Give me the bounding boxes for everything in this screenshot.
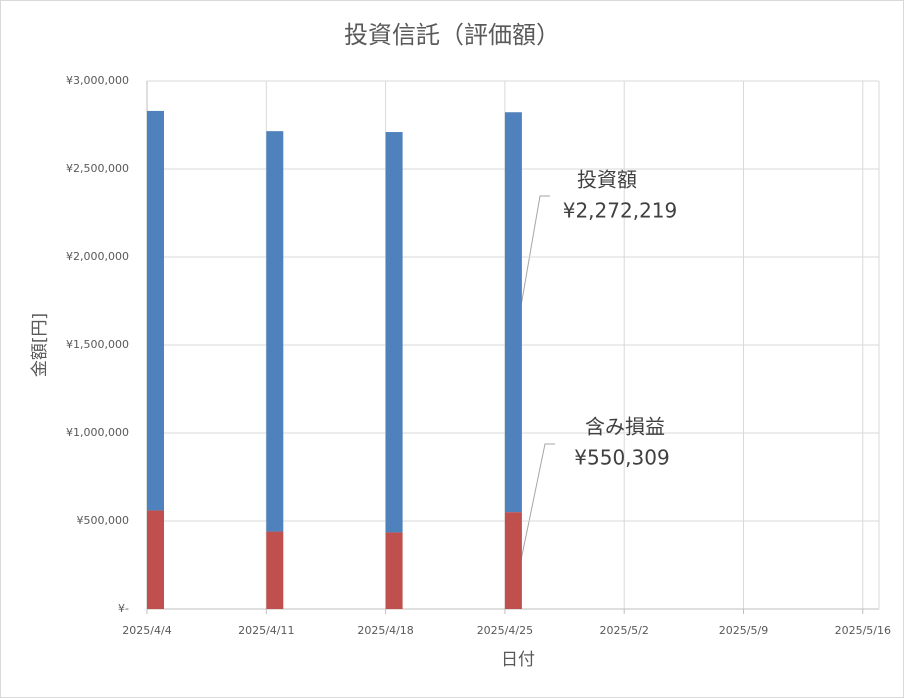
y-tick-label: ¥1,500,000 (66, 338, 129, 351)
x-tick-label: 2025/5/2 (599, 624, 648, 637)
data-label: ¥2,272,219 (563, 199, 678, 223)
y-axis-label: 金額[円] (30, 313, 50, 377)
y-tick-label: ¥1,000,000 (66, 426, 129, 439)
y-tick-label: ¥3,000,000 (66, 74, 129, 87)
bar (385, 132, 403, 533)
data-label-name: 投資額 (577, 168, 637, 192)
leader-line (519, 195, 550, 313)
bar (266, 531, 284, 609)
bar (266, 131, 284, 532)
x-tick-label: 2025/4/18 (357, 624, 413, 637)
bar (147, 110, 164, 511)
x-axis-label: 日付 (501, 650, 535, 670)
y-tick-label: ¥2,000,000 (66, 250, 129, 263)
x-tick-label: 2025/4/4 (122, 624, 171, 637)
y-tick-label: ¥500,000 (77, 514, 130, 527)
chart-title: 投資信託（評価額） (344, 21, 560, 49)
bar (504, 512, 522, 609)
y-tick-label: ¥2,500,000 (66, 162, 129, 175)
data-label-name: 含み損益 (585, 415, 665, 439)
bar (504, 112, 522, 513)
x-tick-label: 2025/4/11 (238, 624, 294, 637)
x-tick-label: 2025/5/9 (719, 624, 768, 637)
bar (147, 510, 164, 609)
bar (385, 532, 403, 609)
x-tick-label: 2025/5/16 (835, 624, 891, 637)
y-tick-label: ¥- (118, 602, 129, 615)
x-tick-label: 2025/4/25 (477, 624, 533, 637)
leader-line (519, 443, 555, 566)
data-label: ¥550,309 (574, 446, 669, 470)
